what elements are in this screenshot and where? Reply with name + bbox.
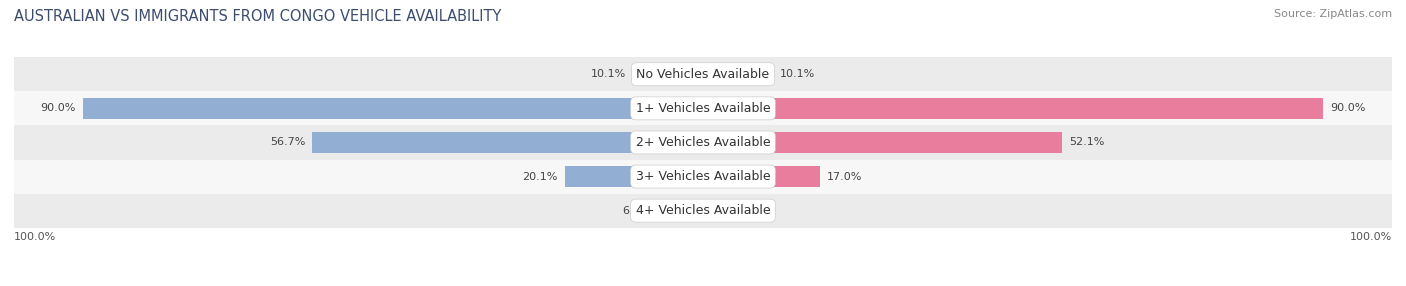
Bar (14, 160, 1392, 194)
Bar (312, 132, 703, 153)
Text: 10.1%: 10.1% (592, 69, 627, 79)
Bar (14, 57, 1392, 91)
Bar (658, 200, 703, 221)
Text: 100.0%: 100.0% (1350, 232, 1392, 242)
Bar (83, 98, 703, 119)
Bar (703, 166, 820, 187)
Bar (565, 166, 703, 187)
Text: AUSTRALIAN VS IMMIGRANTS FROM CONGO VEHICLE AVAILABILITY: AUSTRALIAN VS IMMIGRANTS FROM CONGO VEHI… (14, 9, 502, 23)
Bar (703, 64, 772, 85)
Text: No Vehicles Available: No Vehicles Available (637, 68, 769, 81)
Bar (634, 64, 703, 85)
Text: 56.7%: 56.7% (270, 138, 305, 148)
Text: 17.0%: 17.0% (827, 172, 862, 182)
Bar (14, 194, 1392, 228)
Bar (703, 132, 1062, 153)
Text: 1+ Vehicles Available: 1+ Vehicles Available (636, 102, 770, 115)
Bar (703, 98, 1323, 119)
Text: 6.6%: 6.6% (623, 206, 651, 216)
Text: 100.0%: 100.0% (14, 232, 56, 242)
Text: 5.2%: 5.2% (745, 206, 775, 216)
Text: 2+ Vehicles Available: 2+ Vehicles Available (636, 136, 770, 149)
Bar (14, 91, 1392, 125)
Bar (703, 200, 738, 221)
Text: 10.1%: 10.1% (779, 69, 814, 79)
Bar (14, 125, 1392, 160)
Text: 20.1%: 20.1% (522, 172, 558, 182)
Text: 90.0%: 90.0% (41, 103, 76, 113)
Text: 90.0%: 90.0% (1330, 103, 1365, 113)
Text: Source: ZipAtlas.com: Source: ZipAtlas.com (1274, 9, 1392, 19)
Text: 4+ Vehicles Available: 4+ Vehicles Available (636, 204, 770, 217)
Text: 52.1%: 52.1% (1069, 138, 1104, 148)
Text: 3+ Vehicles Available: 3+ Vehicles Available (636, 170, 770, 183)
